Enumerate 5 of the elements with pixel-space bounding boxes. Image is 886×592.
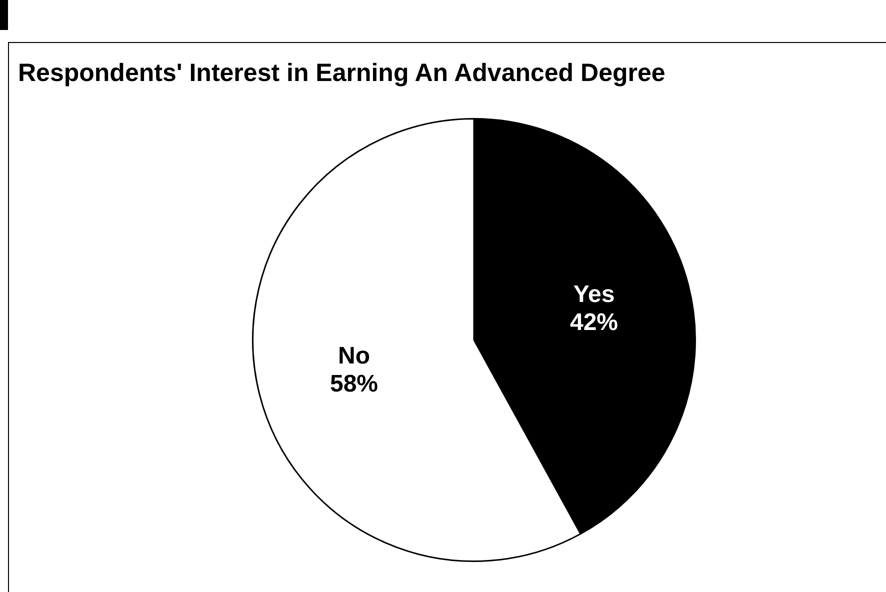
data-label: 58% [330,370,378,398]
slice-label: Yes [573,280,615,308]
slice-label: No [338,342,370,370]
chart-title: Respondents' Interest in Earning An Advanced Degree [18,58,666,88]
data-label: 42% [570,308,618,336]
